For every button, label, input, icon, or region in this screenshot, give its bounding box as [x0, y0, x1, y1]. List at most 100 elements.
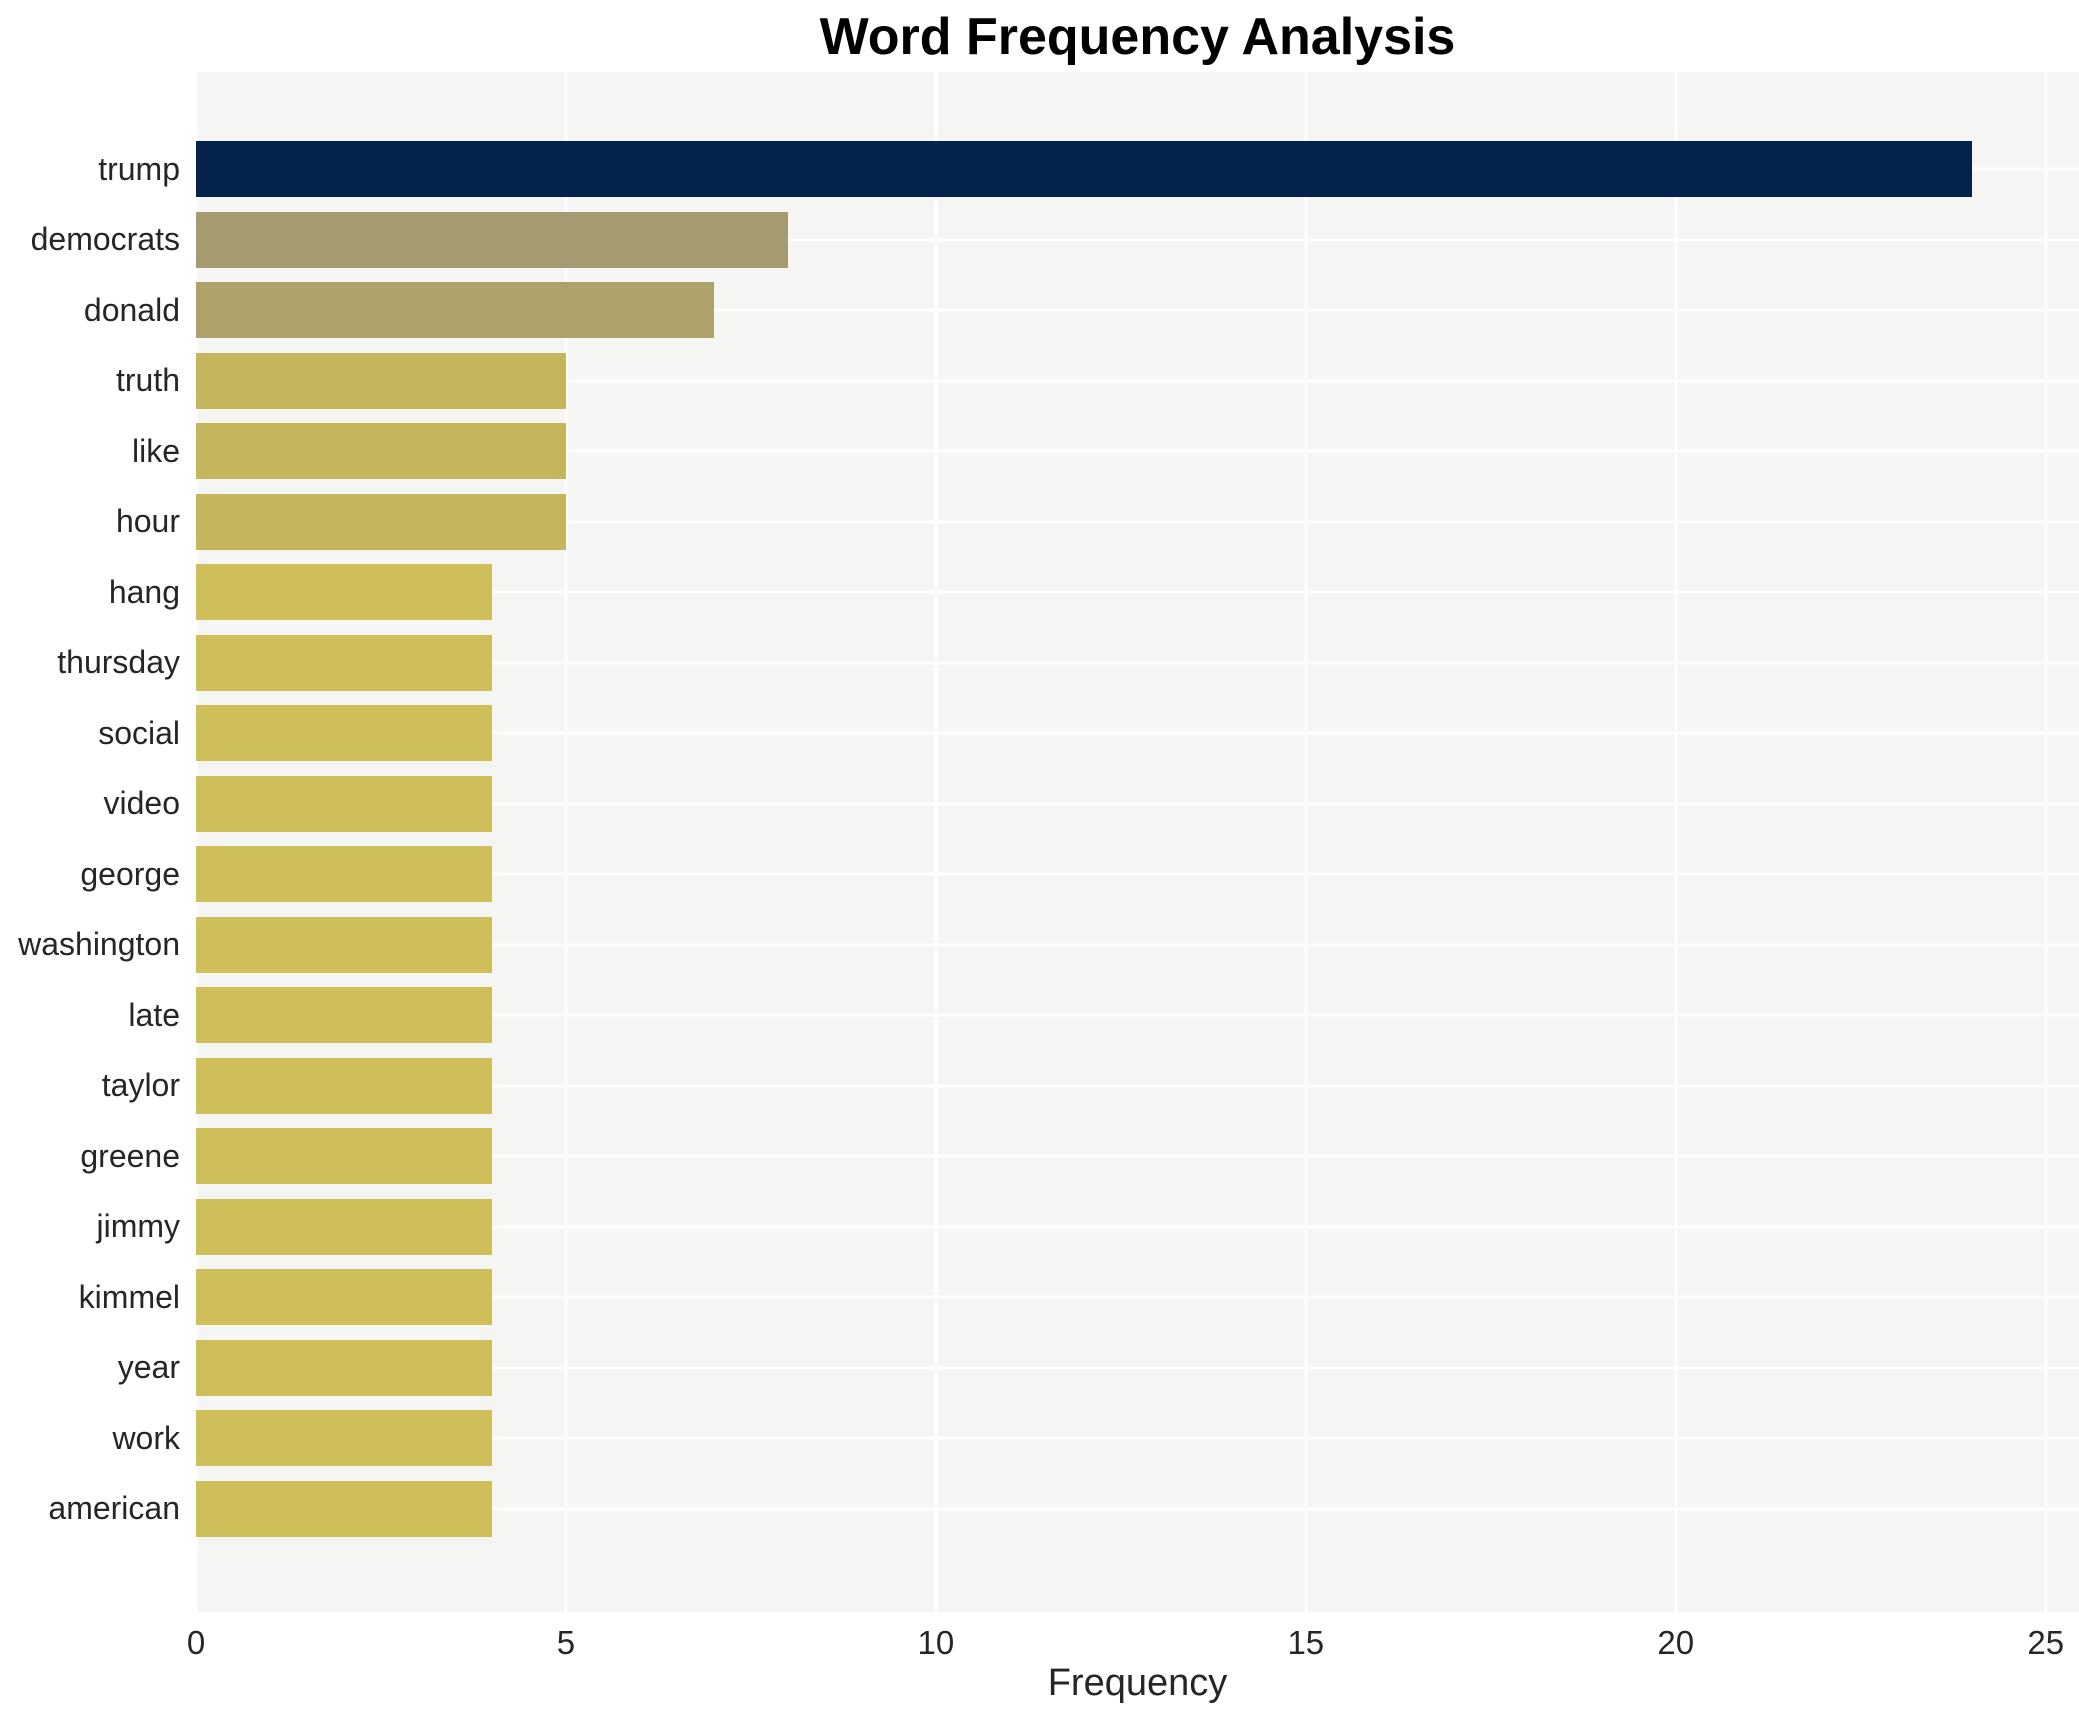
horizontal-gridline	[196, 1436, 2079, 1440]
horizontal-gridline	[196, 1225, 2079, 1229]
bar-track-social	[196, 698, 2079, 769]
bar-row-greene: greene	[0, 1121, 2079, 1192]
horizontal-gridline	[196, 1013, 2079, 1017]
bar-democrats	[196, 211, 788, 268]
bar-track-work	[196, 1403, 2079, 1474]
bar-track-like	[196, 416, 2079, 487]
bar-george	[196, 846, 492, 903]
y-axis-label-work: work	[112, 1419, 180, 1456]
bar-like	[196, 423, 566, 480]
bar-jimmy	[196, 1198, 492, 1255]
bar-row-donald: donald	[0, 275, 2079, 346]
bar-track-kimmel	[196, 1262, 2079, 1333]
bar-track-thursday	[196, 628, 2079, 699]
bar-track-taylor	[196, 1051, 2079, 1122]
bar-track-late	[196, 980, 2079, 1051]
bar-truth	[196, 352, 566, 409]
horizontal-gridline	[196, 449, 2079, 453]
y-axis-label-greene: greene	[80, 1137, 180, 1174]
bar-video	[196, 775, 492, 832]
y-axis-label-late: late	[128, 996, 180, 1033]
bar-social	[196, 705, 492, 762]
bar-year	[196, 1339, 492, 1396]
bar-row-washington: washington	[0, 910, 2079, 981]
bar-row-hour: hour	[0, 487, 2079, 558]
horizontal-gridline	[196, 1154, 2079, 1158]
bar-row-late: late	[0, 980, 2079, 1051]
horizontal-gridline	[196, 802, 2079, 806]
x-axis-title: Frequency	[1047, 1662, 1228, 1704]
bar-greene	[196, 1128, 492, 1185]
bar-track-george	[196, 839, 2079, 910]
bar-kimmel	[196, 1269, 492, 1326]
bar-row-video: video	[0, 769, 2079, 840]
y-axis-label-hang: hang	[108, 573, 180, 610]
bar-track-truth	[196, 346, 2079, 417]
bar-row-taylor: taylor	[0, 1051, 2079, 1122]
vertical-gridline-25	[2044, 72, 2048, 1612]
bar-track-hour	[196, 487, 2079, 558]
bar-thursday	[196, 634, 492, 691]
vertical-gridline-5	[564, 72, 568, 1612]
horizontal-gridline	[196, 731, 2079, 735]
bar-row-trump: trump	[0, 134, 2079, 205]
y-axis-label-truth: truth	[115, 362, 180, 399]
bar-track-greene	[196, 1121, 2079, 1192]
horizontal-gridline	[196, 872, 2079, 876]
bar-donald	[196, 282, 714, 339]
y-axis-label-thursday: thursday	[57, 644, 180, 681]
bar-hang	[196, 564, 492, 621]
bar-row-american: american	[0, 1474, 2079, 1545]
bar-track-jimmy	[196, 1192, 2079, 1263]
horizontal-gridline	[196, 238, 2079, 242]
horizontal-gridline	[196, 1295, 2079, 1299]
bar-taylor	[196, 1057, 492, 1114]
bar-track-trump	[196, 134, 2079, 205]
bar-track-year	[196, 1333, 2079, 1404]
horizontal-gridline	[196, 1366, 2079, 1370]
y-axis-label-taylor: taylor	[101, 1067, 180, 1104]
bar-hour	[196, 493, 566, 550]
horizontal-gridline	[196, 943, 2079, 947]
bar-track-hang	[196, 557, 2079, 628]
bar-washington	[196, 916, 492, 973]
horizontal-gridline	[196, 1084, 2079, 1088]
y-axis-label-trump: trump	[98, 150, 180, 187]
horizontal-gridline	[196, 1507, 2079, 1511]
bar-row-george: george	[0, 839, 2079, 910]
bar-track-donald	[196, 275, 2079, 346]
x-tick-label-10: 10	[917, 1624, 955, 1661]
y-axis-label-video: video	[103, 785, 181, 822]
horizontal-gridline	[196, 590, 2079, 594]
vertical-gridline-10	[934, 72, 938, 1612]
horizontal-gridline	[196, 661, 2079, 665]
y-axis-label-like: like	[131, 432, 180, 469]
y-axis-label-donald: donald	[83, 291, 180, 328]
horizontal-gridline	[196, 520, 2079, 524]
x-tick-label-20: 20	[1657, 1624, 1695, 1661]
y-axis-label-george: george	[80, 855, 180, 892]
bar-row-truth: truth	[0, 346, 2079, 417]
horizontal-gridline	[196, 379, 2079, 383]
bar-trump	[196, 141, 1972, 198]
vertical-gridline-0	[194, 72, 198, 1612]
bar-row-hang: hang	[0, 557, 2079, 628]
bar-work	[196, 1410, 492, 1467]
y-axis-label-jimmy: jimmy	[96, 1208, 180, 1245]
x-tick-label-25: 25	[2027, 1624, 2065, 1661]
vertical-gridline-20	[1674, 72, 1678, 1612]
y-axis-label-kimmel: kimmel	[78, 1278, 180, 1315]
bar-row-kimmel: kimmel	[0, 1262, 2079, 1333]
bar-row-thursday: thursday	[0, 628, 2079, 699]
bar-late	[196, 987, 492, 1044]
bar-track-washington	[196, 910, 2079, 981]
x-tick-label-15: 15	[1287, 1624, 1325, 1661]
bar-row-democrats: democrats	[0, 205, 2079, 276]
bar-row-work: work	[0, 1403, 2079, 1474]
bar-track-video	[196, 769, 2079, 840]
horizontal-gridline	[196, 308, 2079, 312]
bar-rows: trump democrats donald truth like hour hang thu…	[0, 72, 2079, 1612]
y-axis-label-year: year	[117, 1349, 180, 1386]
bar-row-jimmy: jimmy	[0, 1192, 2079, 1263]
